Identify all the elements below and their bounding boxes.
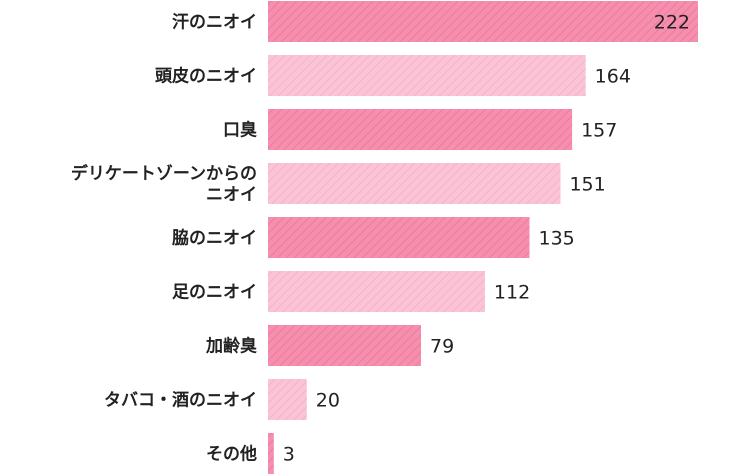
value-label-2: 157	[581, 120, 617, 142]
bar-3	[268, 163, 561, 204]
value-label-5: 112	[494, 282, 530, 304]
value-label-0: 222	[654, 12, 690, 34]
bar-2	[268, 109, 573, 150]
bar-7	[268, 379, 307, 420]
category-label-1: 頭皮のニオイ	[155, 66, 257, 87]
value-label-8: 3	[283, 444, 295, 466]
value-label-1: 164	[595, 66, 631, 88]
category-label-2: 口臭	[223, 120, 257, 141]
bar-4	[268, 217, 530, 258]
category-label-5: 足のニオイ	[172, 283, 257, 303]
category-label-6: 加齢臭	[205, 336, 257, 357]
value-label-7: 20	[316, 390, 340, 412]
value-labels: 222 164 157 151 135 112 79 20 3	[283, 12, 690, 466]
category-label-4: 脇のニオイ	[172, 228, 257, 249]
bars	[268, 1, 698, 474]
bar-6	[268, 325, 422, 366]
value-label-3: 151	[569, 174, 605, 196]
bar-0	[268, 1, 698, 42]
value-label-4: 135	[538, 228, 574, 250]
category-label-7: タバコ・酒のニオイ	[104, 390, 257, 411]
category-labels: 汗のニオイ頭皮のニオイ口臭デリケートゾーンからのニオイ脇のニオイ足のニオイ加齢臭…	[71, 12, 257, 465]
category-label-3: デリケートゾーンからのニオイ	[71, 163, 257, 205]
bar-1	[268, 55, 586, 96]
category-label-8: その他	[206, 444, 257, 465]
bar-5	[268, 271, 485, 312]
category-label-0: 汗のニオイ	[172, 12, 257, 33]
value-label-6: 79	[430, 336, 454, 358]
bar-8	[268, 433, 274, 474]
